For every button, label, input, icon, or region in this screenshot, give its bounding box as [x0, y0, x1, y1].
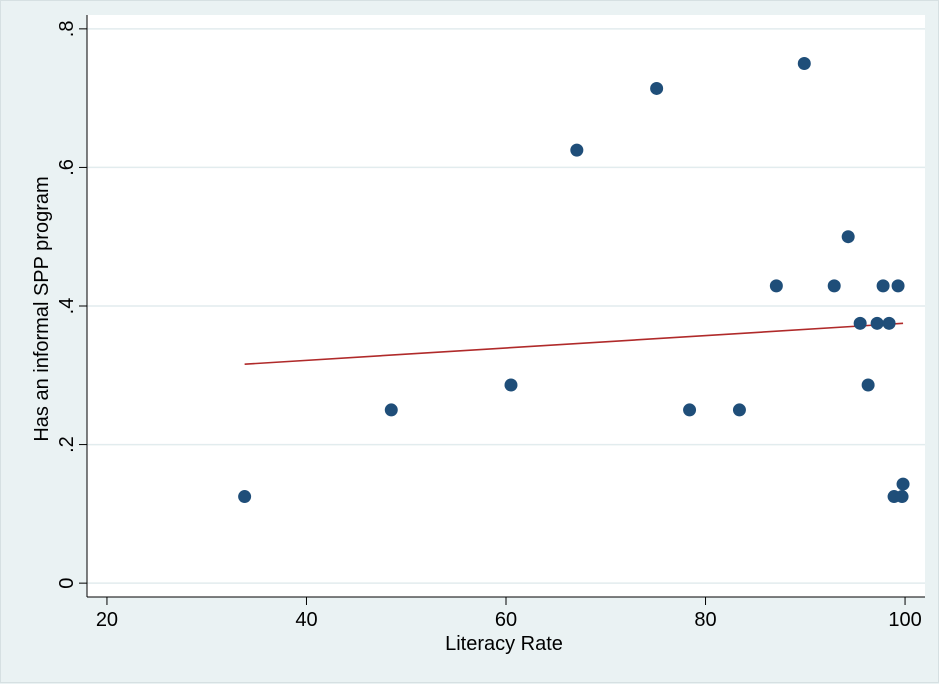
x-tick-label: 20	[96, 609, 118, 631]
data-point	[384, 403, 398, 417]
y-tick-label: .6	[56, 159, 78, 176]
data-point	[570, 143, 584, 157]
data-point	[876, 279, 890, 293]
y-axis-title: Has an informal SPP program	[31, 176, 53, 441]
data-point	[891, 279, 905, 293]
data-points	[238, 57, 910, 504]
x-axis-title: Literacy Rate	[445, 633, 563, 655]
data-point	[841, 230, 855, 244]
y-tick-label: .4	[56, 298, 78, 315]
x-tick-label: 100	[888, 609, 921, 631]
x-tick-label: 60	[495, 609, 517, 631]
data-point	[769, 279, 783, 293]
data-point	[895, 490, 909, 504]
data-point	[650, 81, 664, 95]
y-tick-label: .8	[56, 21, 78, 38]
data-point	[861, 378, 875, 392]
y-tick-label: 0	[56, 578, 78, 589]
x-tick-label: 40	[295, 609, 317, 631]
data-point	[683, 403, 697, 417]
fit-line-layer	[244, 322, 904, 365]
data-point	[797, 57, 811, 70]
data-point	[853, 316, 867, 330]
data-point	[896, 477, 910, 491]
y-tick-label: .2	[56, 436, 78, 453]
data-point	[882, 316, 896, 330]
grid-lines	[87, 28, 925, 584]
data-point	[870, 316, 884, 330]
data-point	[238, 490, 252, 504]
data-point	[827, 279, 841, 293]
fit-line	[244, 322, 904, 365]
data-point	[504, 378, 518, 392]
data-point	[732, 403, 746, 417]
axes: 0 .2 .4 .6 .8 20 40 60 80 100	[56, 15, 925, 631]
x-tick-label: 80	[694, 609, 716, 631]
